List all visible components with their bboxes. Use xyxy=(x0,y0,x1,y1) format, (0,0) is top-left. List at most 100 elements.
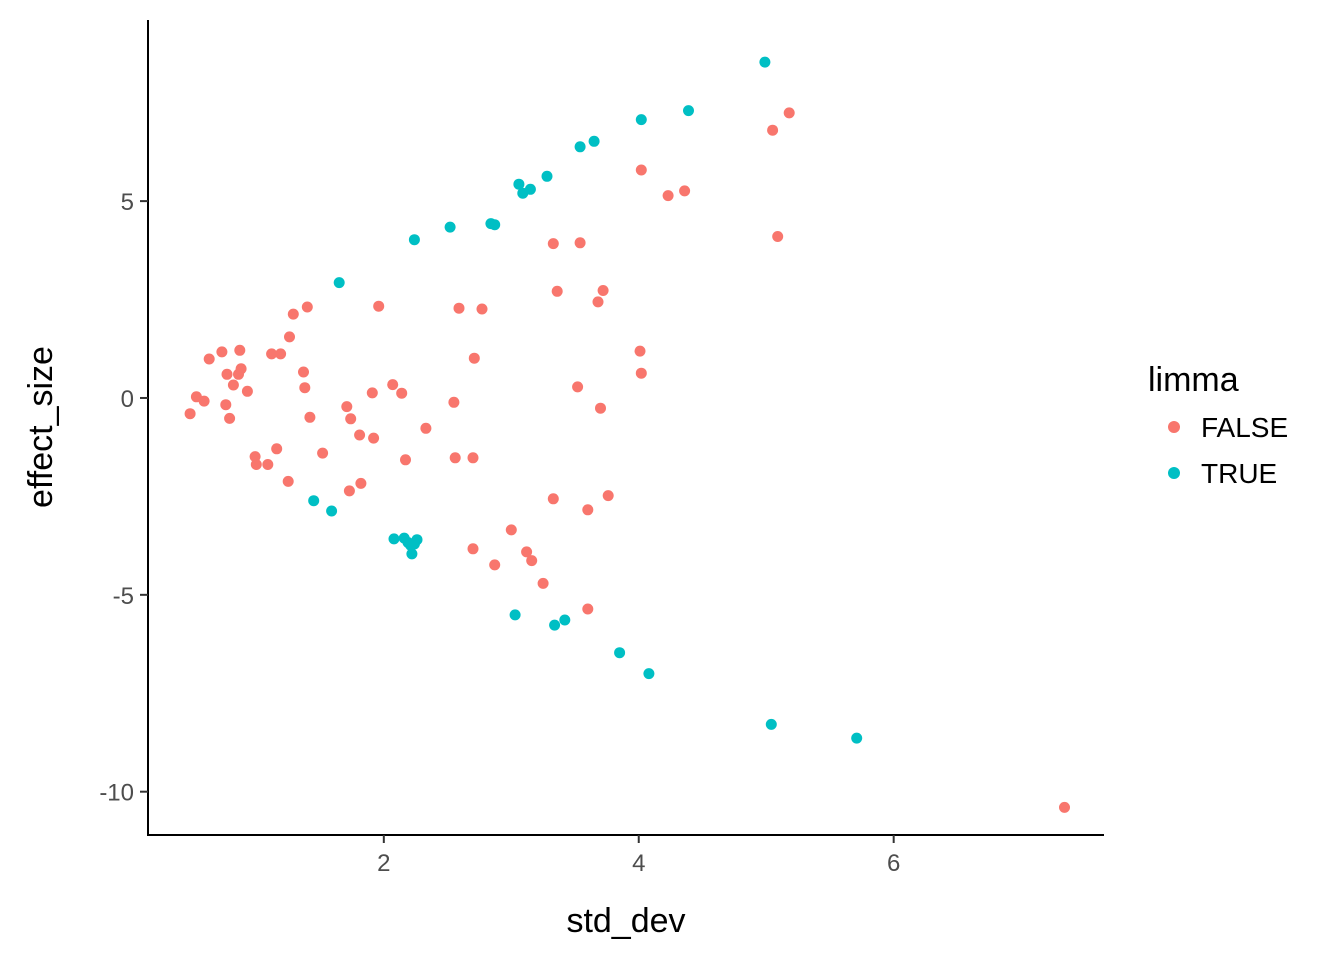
point-false-27 xyxy=(341,401,353,413)
point-false-16 xyxy=(266,348,278,360)
point-false-55 xyxy=(574,237,586,249)
point-false-19 xyxy=(282,475,294,487)
point-false-43 xyxy=(467,543,479,555)
point-false-17 xyxy=(271,443,283,455)
point-false-58 xyxy=(592,296,604,308)
point-false-57 xyxy=(582,603,594,615)
point-true-18 xyxy=(541,170,553,182)
point-false-65 xyxy=(662,190,674,202)
point-true-23 xyxy=(614,647,626,659)
point-false-11 xyxy=(235,363,247,375)
point-true-3 xyxy=(388,533,400,545)
point-false-41 xyxy=(453,302,465,314)
point-false-44 xyxy=(468,352,480,364)
point-false-0 xyxy=(184,408,196,420)
point-false-35 xyxy=(387,379,399,391)
point-true-26 xyxy=(683,105,694,117)
point-false-3 xyxy=(203,353,215,365)
point-true-10 xyxy=(411,534,423,546)
point-false-69 xyxy=(783,107,795,119)
point-false-30 xyxy=(354,429,366,441)
point-false-14 xyxy=(250,459,262,470)
y-axis-title: effect_size xyxy=(22,346,60,508)
point-false-10 xyxy=(234,344,246,356)
point-false-32 xyxy=(366,387,378,399)
point-true-0 xyxy=(308,495,320,507)
x-tick-label: 4 xyxy=(632,850,645,877)
point-false-52 xyxy=(547,238,559,250)
point-true-21 xyxy=(574,141,586,153)
point-false-33 xyxy=(368,432,380,444)
point-false-63 xyxy=(635,367,647,379)
point-false-68 xyxy=(772,231,784,242)
point-true-20 xyxy=(559,614,571,626)
series-true xyxy=(308,56,863,744)
point-false-49 xyxy=(526,555,538,567)
point-false-56 xyxy=(582,504,594,516)
point-true-24 xyxy=(635,114,647,126)
point-false-31 xyxy=(355,477,367,489)
point-false-47 xyxy=(505,524,517,536)
point-true-2 xyxy=(333,277,345,289)
point-false-5 xyxy=(220,399,232,411)
point-false-45 xyxy=(476,303,488,315)
point-false-23 xyxy=(299,382,311,394)
point-false-40 xyxy=(449,452,461,464)
point-false-34 xyxy=(373,300,385,312)
point-true-27 xyxy=(759,56,771,68)
series-false xyxy=(184,107,1070,813)
point-true-25 xyxy=(643,668,655,680)
legend-key-true xyxy=(1168,467,1180,479)
point-false-26 xyxy=(317,447,329,459)
point-false-46 xyxy=(489,559,501,571)
point-false-54 xyxy=(572,381,584,393)
point-false-7 xyxy=(224,412,236,424)
point-false-42 xyxy=(467,452,479,464)
legend-key-false xyxy=(1168,421,1180,433)
x-tick-label: 2 xyxy=(377,850,390,877)
point-true-13 xyxy=(489,219,501,231)
point-false-29 xyxy=(345,413,357,425)
point-false-20 xyxy=(284,331,295,343)
point-false-2 xyxy=(198,395,210,407)
x-axis-title: std_dev xyxy=(566,902,685,940)
point-false-36 xyxy=(396,387,408,399)
y-tick-label: -5 xyxy=(113,583,134,610)
x-tick-label: 6 xyxy=(887,850,900,877)
point-false-61 xyxy=(602,490,614,502)
y-tick-label: 0 xyxy=(121,386,134,413)
point-true-7 xyxy=(406,548,418,560)
point-true-19 xyxy=(549,619,561,631)
point-false-60 xyxy=(597,285,609,296)
point-false-18 xyxy=(275,348,287,360)
point-false-53 xyxy=(551,285,563,297)
point-false-59 xyxy=(595,402,606,414)
point-false-64 xyxy=(635,164,647,176)
point-false-15 xyxy=(262,459,274,470)
point-false-21 xyxy=(287,308,299,320)
point-false-12 xyxy=(241,385,253,397)
legend: limma FALSE TRUE xyxy=(1148,361,1288,489)
y-axis-ticks: -10 -5 0 5 xyxy=(99,189,148,807)
points-layer xyxy=(184,56,1070,813)
y-tick-label: -10 xyxy=(99,780,134,807)
point-false-37 xyxy=(400,454,411,466)
legend-label-true: TRUE xyxy=(1201,458,1277,489)
point-true-14 xyxy=(509,609,521,621)
point-false-48 xyxy=(521,546,533,558)
point-true-15 xyxy=(513,178,525,190)
point-false-39 xyxy=(448,396,460,408)
point-false-22 xyxy=(298,366,309,378)
y-tick-label: 5 xyxy=(121,189,134,216)
point-true-1 xyxy=(326,505,338,517)
point-false-66 xyxy=(679,185,691,197)
point-false-28 xyxy=(343,485,355,497)
legend-title: limma xyxy=(1148,361,1239,399)
point-true-28 xyxy=(765,718,777,730)
point-true-29 xyxy=(851,732,863,744)
point-false-51 xyxy=(547,493,559,505)
point-false-50 xyxy=(537,577,549,589)
point-false-4 xyxy=(216,346,228,358)
point-false-38 xyxy=(420,422,432,434)
